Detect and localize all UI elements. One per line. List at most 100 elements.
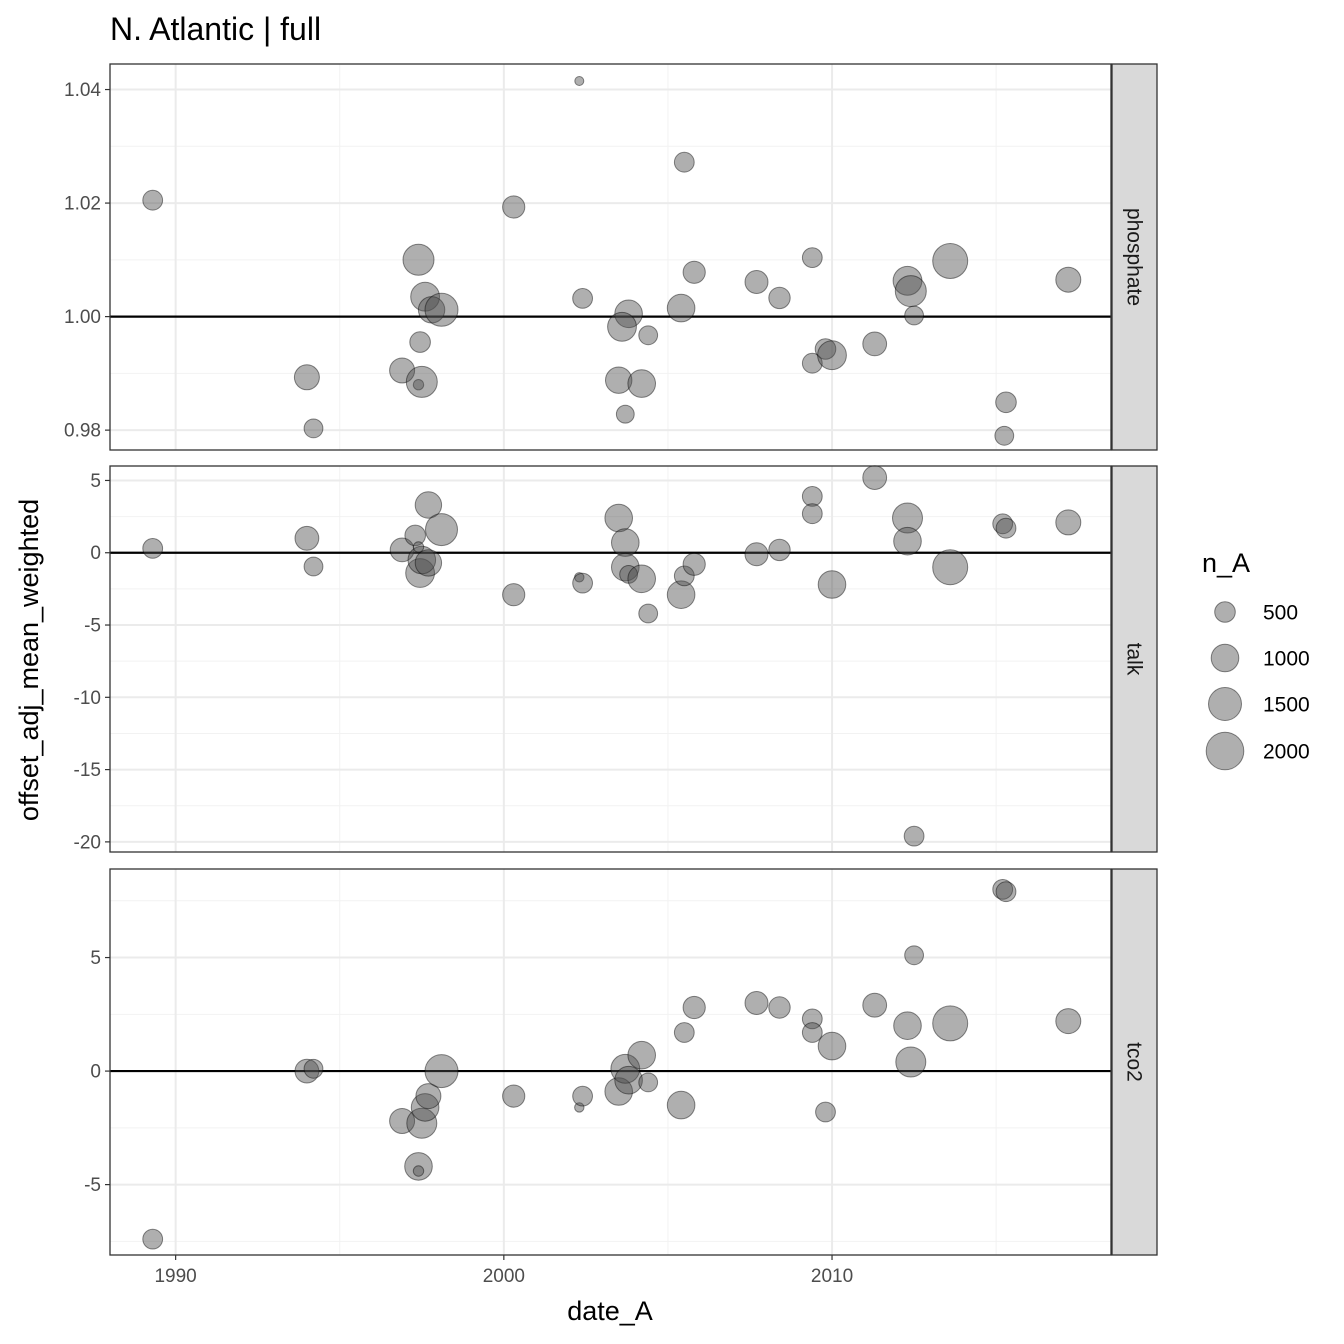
data-point (801, 247, 823, 269)
data-point (604, 503, 634, 533)
legend-label: 500 (1263, 602, 1298, 625)
y-tick-label: -5 (84, 1175, 101, 1196)
data-point (607, 311, 637, 342)
legend-key-symbol (1208, 687, 1242, 721)
data-point (862, 331, 888, 357)
data-point (615, 404, 635, 424)
data-point (627, 1040, 657, 1070)
data-point (614, 1065, 643, 1095)
data-point (894, 275, 927, 308)
data-point (405, 365, 438, 398)
data-point (862, 992, 888, 1018)
y-axis-title: offset_adj_mean_weighted (14, 499, 44, 821)
facet-panel-phosphate: 0.98 1.00 1.02 1.04 phosphate (64, 63, 1158, 451)
data-point (417, 296, 446, 324)
y-tick-label: -15 (74, 760, 101, 781)
data-point (502, 1084, 526, 1108)
x-tick-label: 2010 (811, 1266, 853, 1287)
data-point (574, 1102, 585, 1113)
data-point (744, 991, 769, 1015)
data-point (303, 1058, 324, 1079)
data-point (293, 364, 320, 391)
data-point (768, 538, 791, 562)
data-point (1055, 1008, 1082, 1035)
y-tick-label: 0.98 (64, 421, 101, 442)
y-tick-label: -10 (74, 688, 101, 709)
x-tick-label: 2000 (483, 1266, 525, 1287)
data-point (410, 281, 441, 312)
y-tick-label: 5 (90, 948, 101, 969)
data-point (638, 603, 659, 624)
size-legend: n_A 500 1000 1500 2000 (1202, 548, 1310, 774)
data-point (412, 541, 425, 553)
data-point (814, 338, 837, 360)
data-point (995, 391, 1017, 414)
data-point (294, 1058, 320, 1084)
data-point (932, 243, 969, 279)
data-point (414, 491, 443, 519)
facet-strip (1111, 465, 1158, 853)
data-point (303, 556, 324, 577)
data-point (574, 572, 585, 583)
legend-label: 1500 (1263, 694, 1310, 717)
data-point (932, 1005, 969, 1042)
panel-background (110, 64, 1111, 450)
data-point (614, 299, 643, 329)
facet-strip-label: tco2 (1123, 1042, 1146, 1082)
data-point (904, 945, 924, 966)
legend-label: 2000 (1263, 741, 1310, 764)
data-point (815, 1101, 836, 1123)
plot-title: N. Atlantic | full (110, 11, 321, 47)
x-axis: 1990 2000 2010 (154, 1255, 853, 1287)
data-point (673, 565, 695, 587)
facet-panels: 0.98 1.00 1.02 1.04 phosphate -20 -15 -10 -5 0 5 ta… (64, 63, 1158, 1256)
data-point (415, 1083, 442, 1110)
data-point (801, 352, 823, 374)
data-point (994, 425, 1015, 446)
data-point (406, 1107, 438, 1139)
data-point (682, 552, 706, 576)
data-point (604, 1077, 634, 1106)
data-point (389, 537, 415, 563)
y-tick-label: -20 (74, 832, 101, 853)
facet-strip (1111, 868, 1158, 1256)
data-point (992, 879, 1014, 900)
data-point (893, 1011, 922, 1040)
legend-key-background (1202, 635, 1248, 681)
data-point (425, 513, 458, 547)
y-tick-label: 1.04 (64, 80, 101, 101)
data-point (303, 418, 324, 439)
data-point (801, 503, 823, 525)
data-point (294, 525, 320, 551)
data-point (904, 305, 924, 326)
data-point (768, 996, 791, 1019)
data-point (572, 1085, 593, 1107)
data-point (817, 1031, 847, 1061)
data-point (673, 151, 695, 173)
data-point (404, 524, 427, 547)
data-point (666, 1090, 696, 1120)
data-point (611, 552, 640, 582)
data-point (572, 288, 593, 309)
data-point (744, 542, 769, 567)
data-point (424, 292, 459, 327)
data-point (892, 502, 923, 534)
data-point (409, 331, 431, 353)
data-point (572, 572, 593, 594)
data-point (414, 549, 443, 577)
data-point (605, 366, 633, 394)
facet-panel-tco2: -5 0 5 tco2 (84, 868, 1158, 1256)
y-tick-label: 1.02 (64, 194, 101, 215)
legend-key-background (1202, 681, 1248, 727)
data-point (389, 1108, 416, 1134)
legend-title: n_A (1202, 548, 1250, 578)
data-point (412, 379, 425, 391)
data-point (1055, 266, 1082, 293)
data-point (995, 881, 1017, 903)
data-point (893, 526, 922, 556)
data-point (627, 369, 657, 398)
x-axis-title: date_A (567, 1296, 653, 1326)
y-tick-label: -5 (84, 616, 101, 637)
y-tick-label: 1.00 (64, 307, 101, 328)
